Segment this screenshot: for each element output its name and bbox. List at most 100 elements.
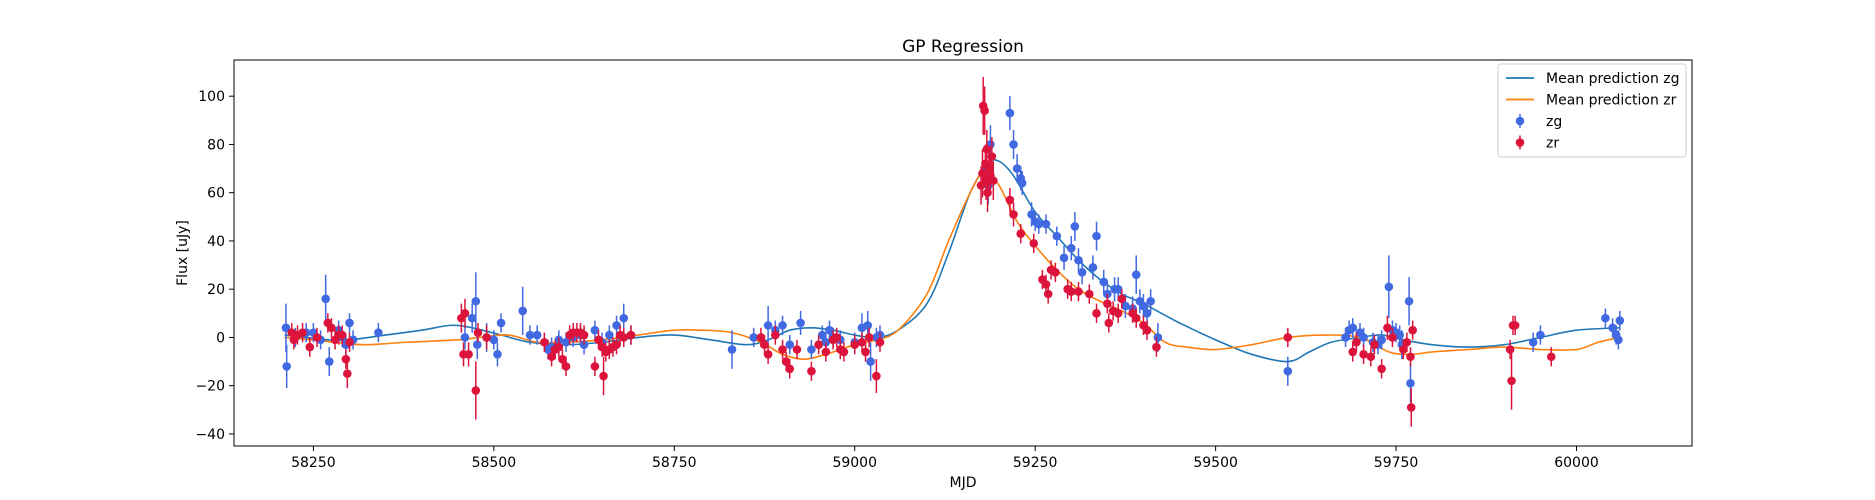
marker <box>321 294 330 304</box>
marker <box>864 333 874 342</box>
legend-box <box>1497 63 1687 158</box>
y-axis-label: Flux [uJy] <box>175 220 191 286</box>
marker <box>1009 140 1018 149</box>
y-tick-label: 20 <box>207 282 225 298</box>
marker <box>1009 210 1018 219</box>
marker <box>807 366 816 376</box>
marker <box>1608 323 1617 333</box>
data-point-zg <box>460 325 470 350</box>
marker <box>872 371 881 381</box>
legend-marker-swatch <box>1515 116 1525 126</box>
data-point-zr <box>1283 327 1293 348</box>
data-point-zg <box>1528 332 1538 352</box>
marker <box>1370 340 1379 349</box>
marker <box>281 323 291 333</box>
marker <box>1005 195 1015 205</box>
marker <box>489 335 499 345</box>
data-point-zr <box>561 356 571 377</box>
marker <box>1377 364 1386 374</box>
marker <box>1139 301 1148 311</box>
marker <box>980 106 989 115</box>
data-point-zr <box>619 327 629 348</box>
marker <box>1034 219 1044 229</box>
marker <box>1283 366 1293 376</box>
data-point-zr <box>814 335 823 355</box>
legend: Mean prediction zg Mean prediction zr zg zr <box>1497 63 1687 158</box>
data-point-zr <box>1507 351 1516 410</box>
marker <box>282 362 291 371</box>
x-tick-label: 59000 <box>832 455 877 471</box>
data-point-zg <box>345 313 354 333</box>
data-point-zg <box>1601 308 1610 328</box>
x-axis-label: MJD <box>950 475 977 491</box>
data-point-zg <box>1404 277 1414 326</box>
data-point-zr <box>1029 233 1039 253</box>
marker <box>1404 296 1414 306</box>
data-point-zr <box>1377 359 1386 379</box>
marker <box>1505 345 1515 354</box>
marker <box>590 362 600 371</box>
marker <box>1406 378 1415 388</box>
marker <box>343 369 352 378</box>
marker <box>341 354 351 364</box>
data-point-zg <box>281 303 291 352</box>
data-point-zr <box>482 325 491 350</box>
data-point-zg <box>467 303 477 333</box>
marker <box>305 342 315 352</box>
marker <box>1074 255 1083 265</box>
legend-label: zg <box>1546 114 1562 130</box>
marker <box>850 340 860 349</box>
marker <box>1152 342 1161 352</box>
marker <box>312 333 322 342</box>
marker <box>1402 337 1412 347</box>
data-point-zr <box>1546 347 1556 367</box>
data-point-zg <box>1348 318 1358 338</box>
marker <box>1017 178 1027 188</box>
marker <box>473 328 483 337</box>
marker <box>1601 313 1610 323</box>
marker <box>612 321 621 330</box>
marker <box>472 340 482 349</box>
data-point-zg <box>1092 221 1101 251</box>
data-point-zg <box>1074 248 1083 273</box>
marker <box>1507 376 1516 386</box>
marker <box>989 176 998 185</box>
data-point-zr <box>460 298 470 328</box>
data-point-zr <box>980 86 989 135</box>
data-point-zr <box>989 161 998 200</box>
marker <box>987 152 997 161</box>
marker <box>1366 352 1376 362</box>
data-point-zg <box>518 286 528 336</box>
marker <box>1059 253 1069 263</box>
marker <box>1146 296 1155 306</box>
marker <box>749 333 758 342</box>
x-tick-label: 58250 <box>291 455 336 471</box>
data-point-zg <box>590 320 600 340</box>
legend-item: Mean prediction zg <box>1506 71 1680 87</box>
data-point-zg <box>866 342 875 381</box>
marker <box>1113 309 1123 318</box>
marker <box>1406 403 1416 412</box>
marker <box>518 306 528 316</box>
marker <box>785 340 795 349</box>
marker <box>1352 337 1361 347</box>
marker <box>561 337 571 347</box>
data-point-zr <box>861 342 870 362</box>
data-point-zr <box>875 332 885 352</box>
marker <box>1546 352 1556 362</box>
marker <box>298 328 307 337</box>
marker <box>1384 282 1394 292</box>
marker <box>558 354 567 364</box>
marker <box>839 347 849 357</box>
data-point-zg <box>1615 310 1625 331</box>
legend-label: Mean prediction zg <box>1546 71 1680 87</box>
data-point-zr <box>857 332 867 352</box>
plot-area-frame <box>233 59 1693 447</box>
marker <box>1131 270 1141 280</box>
marker <box>1383 323 1392 333</box>
marker <box>464 350 473 359</box>
data-point-zg <box>493 342 502 367</box>
data-point-zr <box>1016 224 1026 244</box>
data-point-zr <box>1370 335 1379 355</box>
